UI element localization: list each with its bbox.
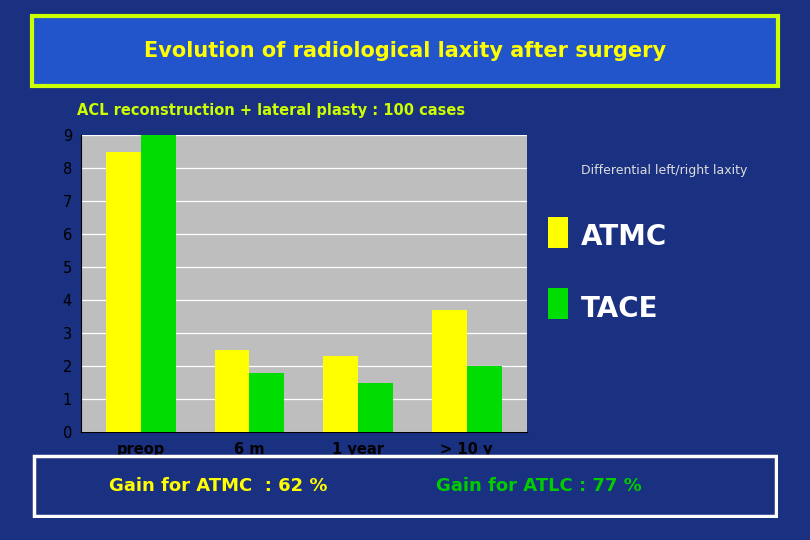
Bar xyxy=(215,349,249,432)
Text: Gain for ATMC  : 62 %: Gain for ATMC : 62 % xyxy=(109,477,328,495)
Bar xyxy=(358,382,393,432)
Text: Evolution of radiological laxity after surgery: Evolution of radiological laxity after s… xyxy=(144,41,666,62)
Bar xyxy=(467,366,501,432)
Text: Differential left/right laxity: Differential left/right laxity xyxy=(581,164,748,177)
Bar xyxy=(548,288,569,319)
Bar xyxy=(249,373,284,432)
FancyBboxPatch shape xyxy=(34,456,776,516)
Text: ATMC: ATMC xyxy=(582,224,667,252)
Bar xyxy=(106,152,141,432)
FancyBboxPatch shape xyxy=(32,16,778,86)
Bar xyxy=(141,135,176,432)
Text: TACE: TACE xyxy=(582,295,659,323)
Bar xyxy=(548,217,569,248)
Bar xyxy=(323,356,358,432)
Bar xyxy=(432,310,467,432)
Text: ACL reconstruction + lateral plasty : 100 cases: ACL reconstruction + lateral plasty : 10… xyxy=(77,103,465,118)
Text: Gain for ATLC : 77 %: Gain for ATLC : 77 % xyxy=(437,477,642,495)
